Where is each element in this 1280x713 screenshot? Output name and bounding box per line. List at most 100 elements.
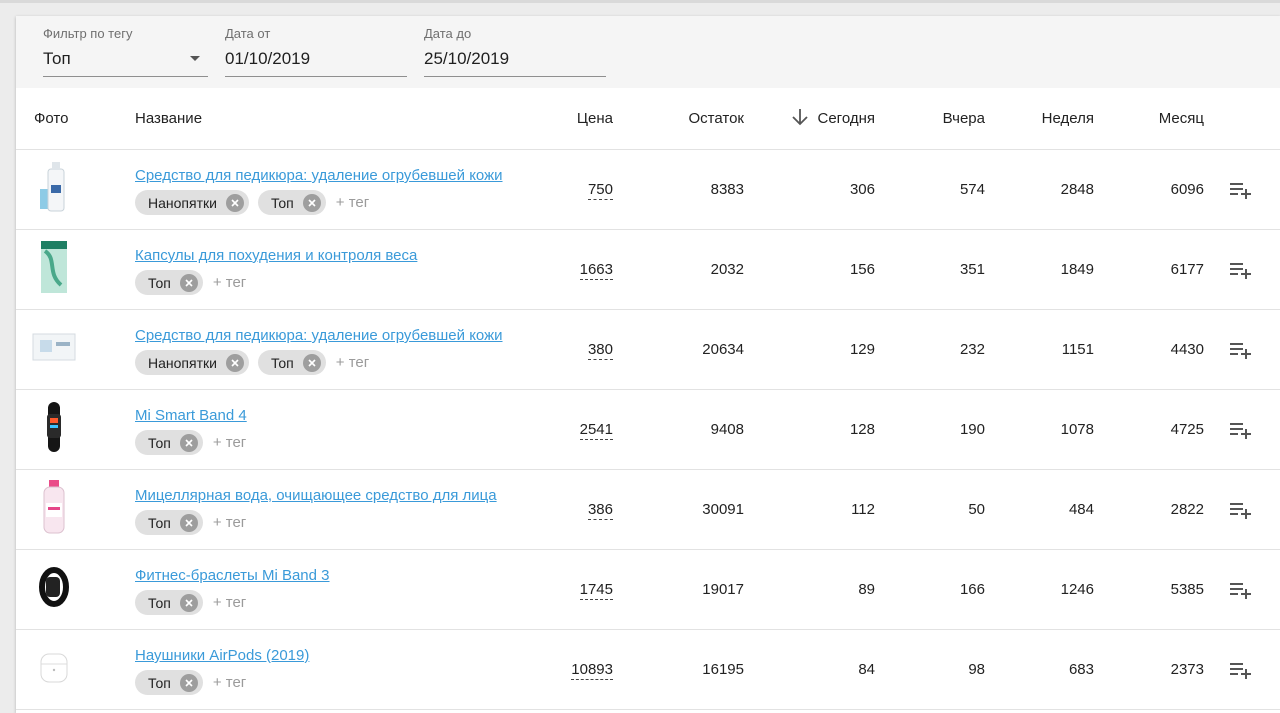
tag-chip: Топ [135,270,203,295]
stock-cell: 8383 [710,181,744,198]
price-value[interactable]: 380 [587,341,613,360]
add-tag-button[interactable]: + тег [212,274,247,291]
yesterday-cell: 351 [959,261,985,278]
remove-tag-icon[interactable] [179,273,198,292]
product-name-link[interactable]: Фитнес-браслеты Mi Band 3 [135,567,330,584]
price-value[interactable]: 1745 [579,581,613,600]
remove-tag-icon[interactable] [225,193,244,212]
add-to-list-icon[interactable] [1229,420,1253,440]
today-cell: 128 [849,421,875,438]
add-tag-button[interactable]: + тег [212,514,247,531]
yesterday-cell: 50 [968,501,985,518]
date-from-field[interactable]: Дата от 01/10/2019 [225,26,407,77]
column-yesterday[interactable]: Вчера [942,110,985,127]
month-cell: 6177 [1170,261,1204,278]
month-cell: 2822 [1170,501,1204,518]
product-name-link[interactable]: Mi Smart Band 4 [135,407,247,424]
remove-tag-icon[interactable] [179,593,198,612]
add-to-list-icon[interactable] [1229,500,1253,520]
product-tags: Топ + тег [135,590,246,615]
remove-tag-icon[interactable] [302,353,321,372]
caret-down-icon[interactable] [190,56,200,61]
date-from-input[interactable]: 01/10/2019 [225,50,407,77]
column-photo: Фото [34,110,69,127]
add-to-list-icon[interactable] [1229,260,1253,280]
date-to-field[interactable]: Дата до 25/10/2019 [424,26,606,77]
tag-filter-label: Фильтр по тегу [43,26,133,41]
add-to-list-icon[interactable] [1229,340,1253,360]
price-value[interactable]: 1663 [579,261,613,280]
month-cell: 5385 [1170,581,1204,598]
add-to-list-icon[interactable] [1229,660,1253,680]
tag-chip: Топ [135,510,203,535]
price-value[interactable]: 386 [587,501,613,520]
add-tag-button[interactable]: + тег [212,434,247,451]
price-value[interactable]: 10893 [571,661,613,680]
week-cell: 2848 [1060,181,1094,198]
band-icon [42,402,66,456]
tag-filter-select[interactable]: Топ [43,50,208,77]
tag-filter[interactable]: Фильтр по тегу Топ [43,26,208,77]
date-to-input[interactable]: 25/10/2019 [424,50,606,77]
price-cell[interactable]: 380 [587,341,613,360]
product-name-link[interactable]: Капсулы для похудения и контроля веса [135,247,418,264]
product-tags: Нанопятки Топ + тег [135,190,369,215]
price-cell[interactable]: 386 [587,501,613,520]
product-name-link[interactable]: Наушники AirPods (2019) [135,647,310,664]
band3-icon [38,567,70,611]
tag-filter-value: Топ [43,49,71,68]
micellar-bottle-icon [40,479,68,539]
week-cell: 1246 [1060,581,1094,598]
price-value[interactable]: 750 [587,181,613,200]
remove-tag-icon[interactable] [179,513,198,532]
column-name[interactable]: Название [135,110,203,127]
month-cell: 4725 [1170,421,1204,438]
remove-tag-icon[interactable] [179,433,198,452]
product-photo [32,560,76,618]
column-price[interactable]: Цена [576,110,613,127]
remove-tag-icon[interactable] [302,193,321,212]
tag-chip-label: Нанопятки [148,194,217,211]
column-today[interactable]: Сегодня [791,108,875,128]
column-week[interactable]: Неделя [1041,110,1094,127]
tag-chip: Нанопятки [135,190,249,215]
tag-chip-label: Нанопятки [148,354,217,371]
price-cell[interactable]: 750 [587,181,613,200]
stock-cell: 19017 [702,581,744,598]
today-cell: 156 [849,261,875,278]
add-to-list-icon[interactable] [1229,580,1253,600]
tag-chip-label: Топ [270,354,294,371]
table-row: Капсулы для похудения и контроля веса Топ… [16,230,1280,310]
column-month[interactable]: Месяц [1158,110,1204,127]
add-tag-button[interactable]: + тег [335,354,370,371]
product-name-link[interactable]: Средство для педикюра: удаление огрубевш… [135,327,503,344]
product-photo [32,240,76,298]
month-cell: 6096 [1170,181,1204,198]
column-stock[interactable]: Остаток [688,110,745,127]
stock-cell: 30091 [702,501,744,518]
top-border [0,0,1280,3]
tag-chip-label: Топ [148,434,171,451]
date-to-label: Дата до [424,26,472,41]
month-cell: 4430 [1170,341,1204,358]
price-cell[interactable]: 10893 [571,661,613,680]
airpods-icon [39,650,69,688]
price-cell[interactable]: 1745 [579,581,613,600]
product-name-link[interactable]: Мицеллярная вода, очищающее средство для… [135,487,497,504]
price-cell[interactable]: 2541 [579,421,613,440]
tag-chip-label: Топ [270,194,294,211]
remove-tag-icon[interactable] [225,353,244,372]
add-to-list-icon[interactable] [1229,180,1253,200]
sort-down-arrow-icon[interactable] [791,108,809,126]
price-cell[interactable]: 1663 [579,261,613,280]
remove-tag-icon[interactable] [179,673,198,692]
add-tag-button[interactable]: + тег [212,594,247,611]
add-tag-button[interactable]: + тег [212,674,247,691]
add-tag-button[interactable]: + тег [335,194,370,211]
tag-chip: Топ [135,670,203,695]
product-name-link[interactable]: Средство для педикюра: удаление огрубевш… [135,167,503,184]
today-cell: 306 [849,181,875,198]
table-row: Средство для педикюра: удаление огрубевш… [16,310,1280,390]
price-value[interactable]: 2541 [579,421,613,440]
yesterday-cell: 166 [959,581,985,598]
